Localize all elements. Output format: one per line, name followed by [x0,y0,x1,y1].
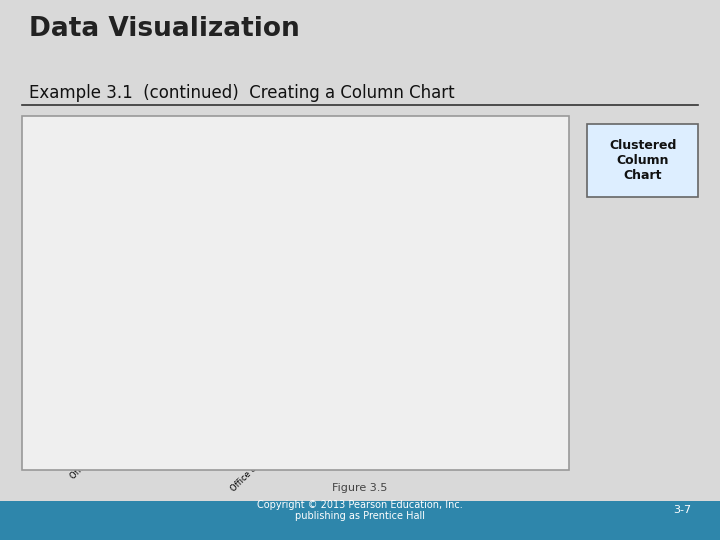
Text: Figure 3.5: Figure 3.5 [333,483,387,494]
Bar [77,206,88,410]
Bar [402,401,413,410]
Bar [293,386,304,410]
Text: Clustered
Column
Chart: Clustered Column Chart [609,139,676,182]
Bar [315,391,326,410]
Bar [131,397,143,410]
Bar [207,397,217,410]
Text: 3-7: 3-7 [673,505,691,515]
Text: Example 3.1  (continued)  Creating a Column Chart: Example 3.1 (continued) Creating a Colum… [29,84,454,102]
Bar [174,397,186,410]
Bar [163,381,174,410]
Text: Data Visualization: Data Visualization [29,16,300,42]
Bar [143,404,153,410]
Bar [390,377,402,410]
Bar [379,364,390,410]
Bar [433,395,445,410]
Bar [217,403,229,410]
Bar [229,406,240,410]
Bar [120,387,131,410]
Bar [423,386,433,410]
Bar [272,399,283,410]
Bar [359,407,369,410]
Bar [88,278,99,410]
Bar [445,403,456,410]
Bar [488,395,499,410]
Bar [250,387,261,410]
Bar [99,300,110,410]
Bar [336,386,347,410]
Title: Alabama Employment: Alabama Employment [203,123,373,137]
Legend: ALL EMPLOYEES, Men, Women: ALL EMPLOYEES, Men, Women [394,212,500,258]
Bar [466,383,477,410]
Bar [186,397,197,410]
Bar [261,401,272,410]
Bar [304,401,315,410]
Text: Copyright © 2013 Pearson Education, Inc.
publishing as Prentice Hall: Copyright © 2013 Pearson Education, Inc.… [257,500,463,521]
Bar [477,399,488,410]
Bar [347,389,359,410]
